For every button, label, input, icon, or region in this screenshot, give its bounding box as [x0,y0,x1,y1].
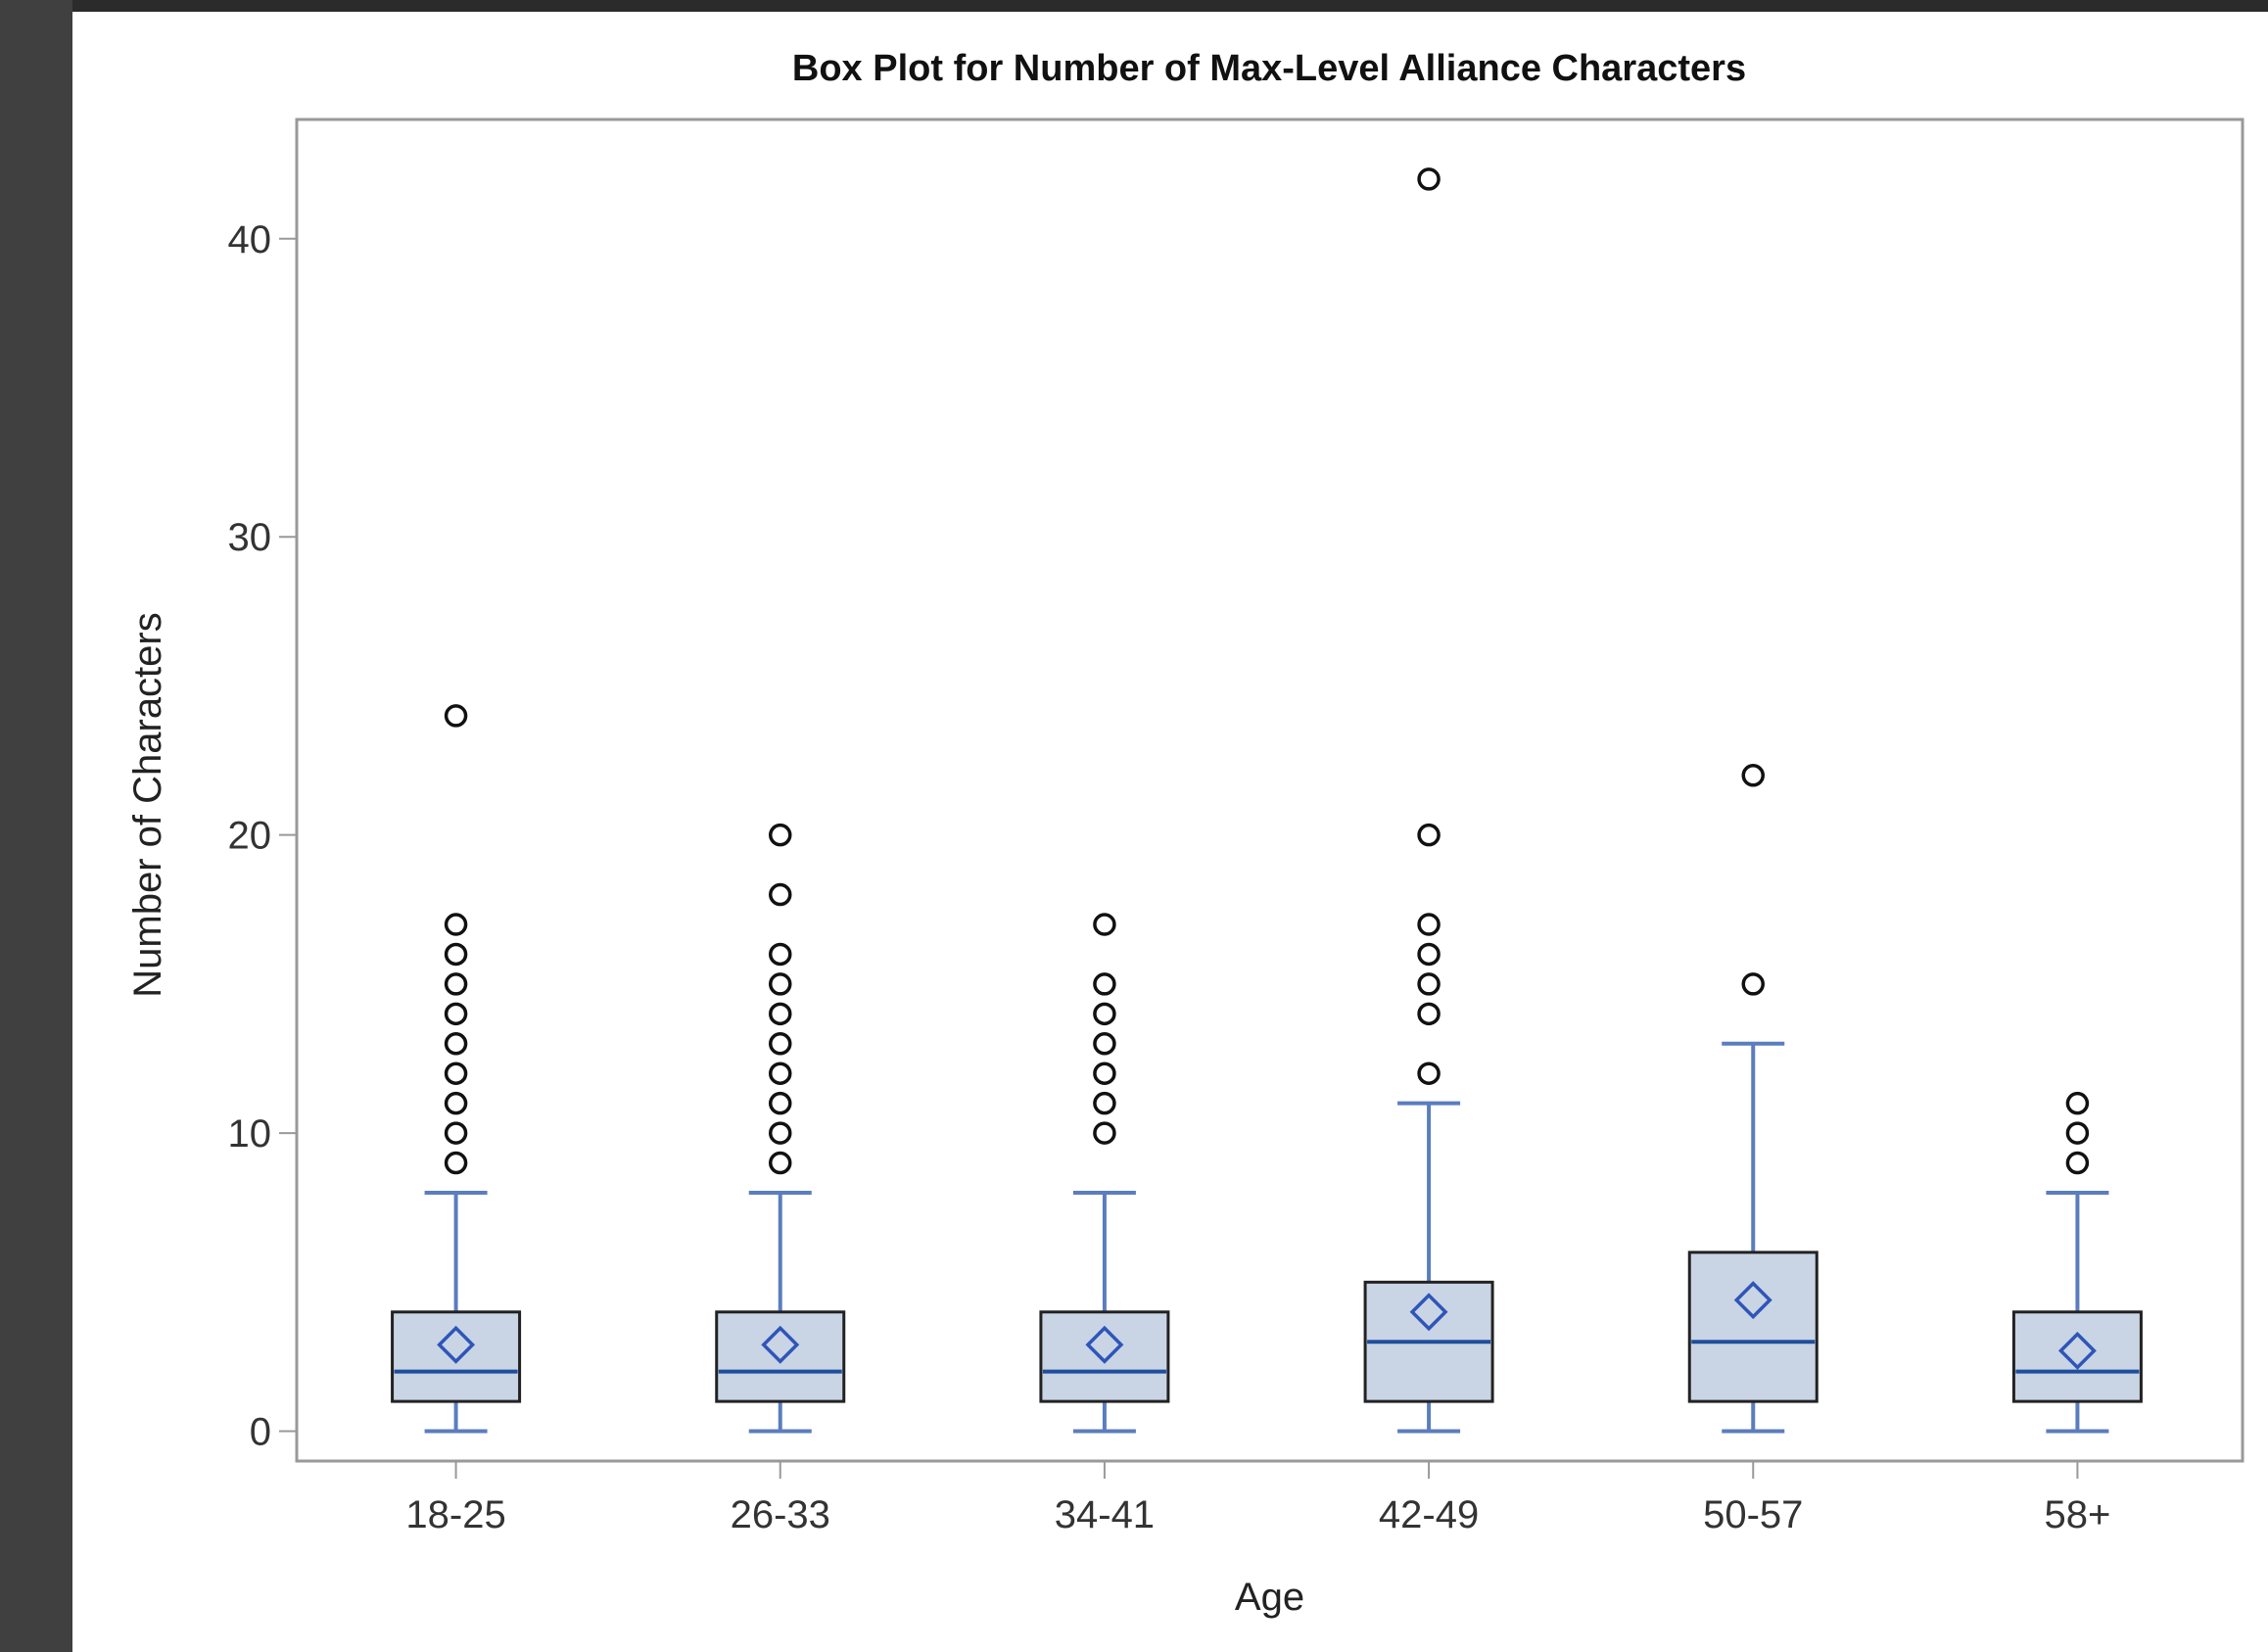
y-tick-label: 10 [228,1112,272,1156]
x-tick-label: 50-57 [1703,1493,1803,1536]
box-50-57 [1687,764,1819,1434]
outlier-point [1093,1032,1116,1056]
mean-marker [2057,1331,2097,1370]
x-tick-label: 18-25 [405,1493,505,1536]
outlier-point [1093,913,1116,936]
outlier-point [1093,1121,1116,1145]
box-58+ [2011,1091,2143,1434]
mean-marker [1409,1293,1448,1332]
y-tick-label: 30 [228,516,272,559]
outlier-point [769,1032,792,1056]
outlier-point [2065,1151,2090,1175]
x-tick-label: 26-33 [731,1493,830,1536]
outlier-point [769,1002,792,1026]
plot-area-frame [295,118,2244,1463]
x-tick-label: 34-41 [1055,1493,1155,1536]
box-18-25 [391,704,522,1434]
outlier-point [769,1091,792,1115]
window-left-border [0,0,72,1652]
x-tick-label: 58+ [2044,1493,2110,1536]
outlier-point [444,1062,468,1085]
window-top-border [0,0,2268,12]
mean-marker [437,1325,476,1364]
outlier-point [769,1121,792,1145]
y-tick-label: 20 [228,815,272,858]
box-iqr [391,1310,522,1403]
chart-panel: Box Plot for Number of Max-Level Allianc… [72,12,2268,1652]
outlier-point [769,942,792,967]
box-plot-chart: Box Plot for Number of Max-Level Allianc… [126,48,2244,1619]
outlier-point [2065,1091,2090,1115]
box-42-49 [1363,167,1494,1434]
outlier-point [1417,972,1441,996]
mean-marker [1733,1281,1772,1320]
outlier-point [769,972,792,996]
box-series [391,167,2143,1434]
box-26-33 [715,823,846,1434]
outlier-point [769,1062,792,1085]
box-iqr [1039,1310,1170,1403]
outlier-point [1093,972,1116,996]
outlier-point [1093,1062,1116,1085]
outlier-point [444,1032,468,1056]
box-iqr [715,1310,846,1403]
outlier-point [2065,1121,2090,1145]
outlier-point [444,942,468,967]
outlier-point [1093,1091,1116,1115]
x-axis: 18-25 26-33 34-41 42-49 50-57 58+ [405,1461,2110,1536]
outlier-point [769,823,792,847]
outlier-point [444,704,468,728]
outlier-point [444,1121,468,1145]
outlier-point [444,1091,468,1115]
box-iqr [2011,1310,2143,1403]
outlier-point [1417,1002,1441,1026]
mean-marker [761,1325,800,1364]
outlier-point [444,972,468,996]
outlier-point [444,1151,468,1175]
outlier-point [1417,823,1441,847]
outlier-point [1417,1062,1441,1085]
y-axis-title: Number of Characters [126,612,169,997]
outlier-point [1741,764,1765,787]
outlier-point [444,913,468,936]
y-axis: 0 10 20 30 40 [228,218,297,1454]
box-iqr [1687,1251,1819,1403]
y-tick-label: 0 [250,1411,271,1454]
outlier-point [769,1151,792,1175]
x-axis-title: Age [1235,1576,1304,1619]
outlier-point [1417,913,1441,936]
x-tick-label: 42-49 [1379,1493,1479,1536]
outlier-point [1417,942,1441,967]
outlier-point [1741,972,1765,996]
outlier-point [1093,1002,1116,1026]
outlier-point [769,882,792,907]
box-34-41 [1039,913,1170,1434]
outlier-point [444,1002,468,1026]
outlier-point [1417,167,1441,191]
y-tick-label: 40 [228,218,272,261]
mean-marker [1085,1325,1124,1364]
chart-title: Box Plot for Number of Max-Level Allianc… [792,48,1746,89]
